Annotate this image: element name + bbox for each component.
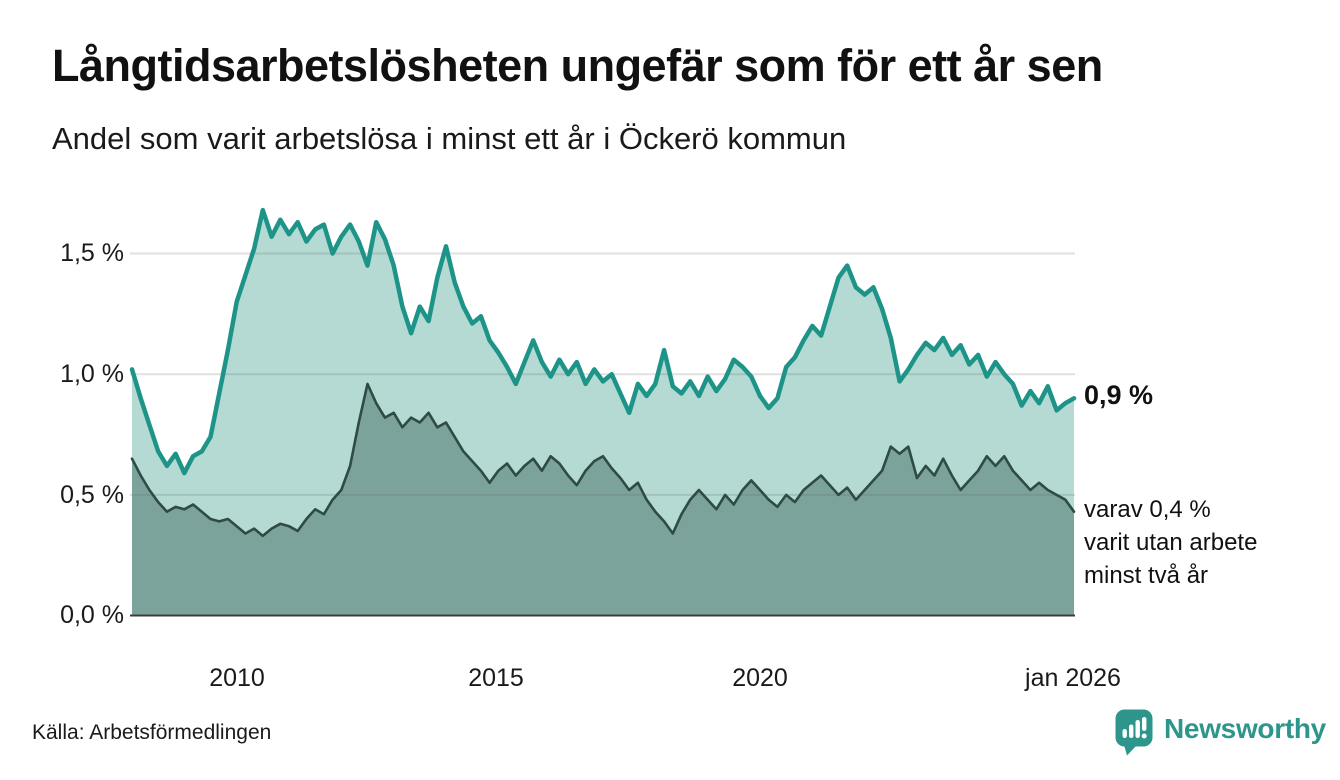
x-axis-label-2010: 2010: [209, 664, 265, 692]
y-axis-label-10: 1,0 %: [60, 360, 124, 388]
source-note: Källa: Arbetsförmedlingen: [32, 721, 272, 744]
brand-logo: Newsworthy: [1114, 708, 1326, 756]
brand-name: Newsworthy: [1164, 713, 1326, 744]
y-axis-label-15: 1,5 %: [60, 239, 124, 267]
page-title: Långtidsarbetslösheten ungefär som för e…: [52, 40, 1103, 91]
y-axis-label-0: 0,0 %: [60, 601, 124, 629]
x-axis-label-2015: 2015: [468, 664, 524, 692]
y-axis-label-05: 0,5 %: [60, 481, 124, 509]
series-sub-value-label: varav 0,4 % varit utan arbete minst två …: [1084, 496, 1258, 589]
x-axis-label-jan-2026: jan 2026: [1025, 664, 1121, 692]
x-axis-label-2020: 2020: [732, 664, 788, 692]
page-subtitle: Andel som varit arbetslösa i minst ett å…: [52, 121, 847, 156]
newsworthy-logo-icon: [1115, 709, 1153, 756]
series-end-value-label: 0,9 %: [1084, 380, 1154, 410]
